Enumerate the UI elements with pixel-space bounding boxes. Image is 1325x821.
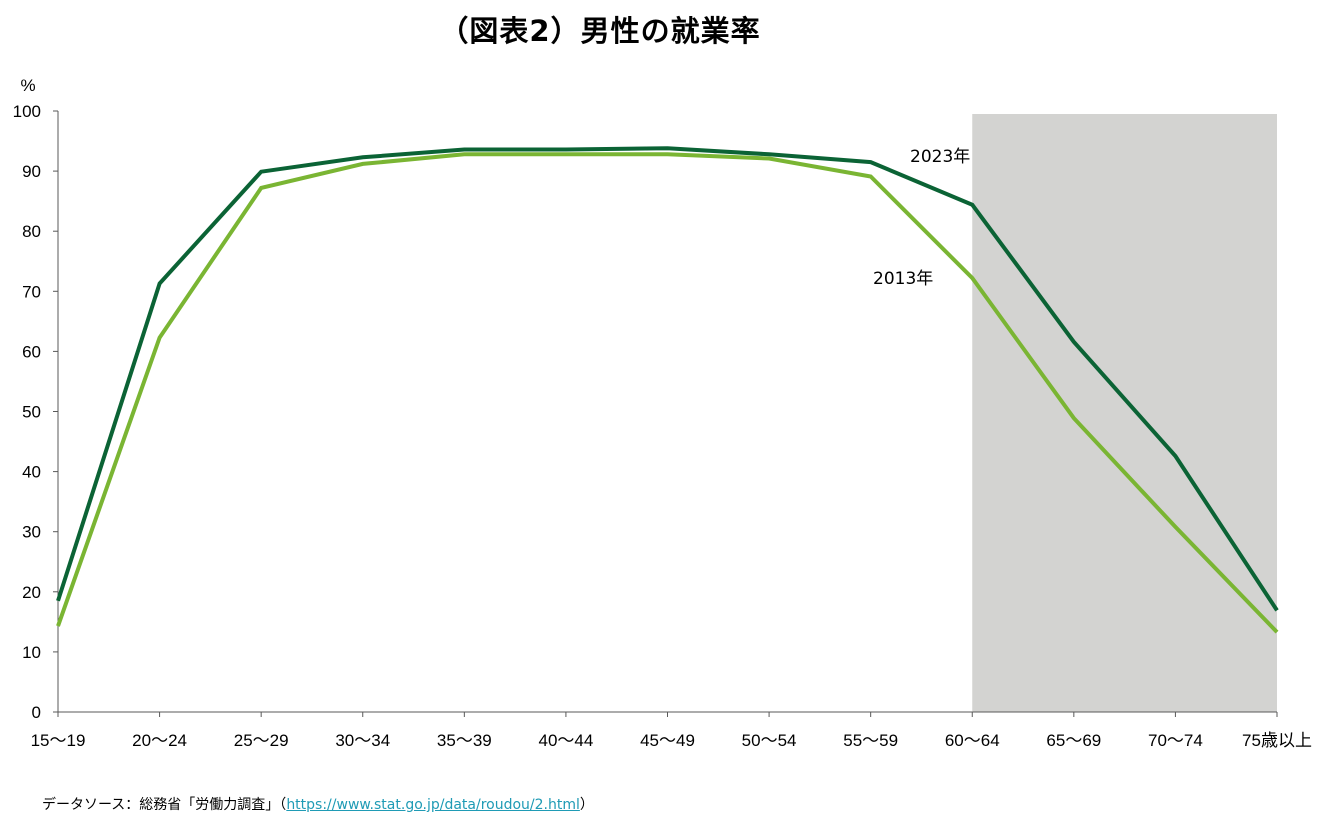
x-tick-label: 20〜24 (132, 731, 187, 750)
series-label-2013: 2013年 (873, 269, 933, 289)
x-tick-label: 40〜44 (539, 731, 594, 750)
y-tick-label: 30 (22, 523, 41, 542)
y-tick-label: 90 (22, 162, 41, 181)
y-tick-label: 40 (22, 463, 41, 482)
x-tick-label: 45〜49 (640, 731, 695, 750)
series-line-2013年 (56, 152, 1279, 634)
labels-layer: 2023年 2013年 (873, 147, 970, 289)
shaded-region-elderly (972, 114, 1277, 712)
series-lines-layer (56, 146, 1279, 634)
source-suffix: ） (579, 797, 594, 813)
x-tick-label: 50〜54 (742, 731, 797, 750)
series-label-2023: 2023年 (910, 147, 970, 167)
y-axis-unit-label: % (20, 76, 35, 95)
y-tick-label: 0 (32, 703, 41, 722)
series-line-2023年 (56, 146, 1279, 612)
x-tick-label: 60〜64 (945, 731, 1000, 750)
source-link[interactable]: https://www.stat.go.jp/data/roudou/2.htm… (286, 797, 580, 813)
y-tick-label: 20 (22, 583, 41, 602)
source-prefix: データソース：総務省「労働力調査」（ (42, 797, 287, 813)
x-tick-label: 75歳以上 (1242, 731, 1312, 750)
y-tick-label: 70 (22, 282, 41, 301)
x-tick-label: 65〜69 (1046, 731, 1101, 750)
x-tick-label: 35〜39 (437, 731, 492, 750)
x-tick-label: 30〜34 (335, 731, 390, 750)
y-tick-label: 50 (22, 403, 41, 422)
y-tick-label: 60 (22, 342, 41, 361)
x-tick-label: 25〜29 (234, 731, 289, 750)
y-tick-label: 10 (22, 643, 41, 662)
x-tick-label: 55〜59 (843, 731, 898, 750)
chart-title: （図表2）男性の就業率 (439, 14, 761, 48)
y-tick-label: 100 (13, 102, 41, 121)
x-tick-label: 70〜74 (1148, 731, 1203, 750)
y-tick-label: 80 (22, 222, 41, 241)
source-note: データソース：総務省「労働力調査」（https://www.stat.go.jp… (42, 794, 594, 814)
shaded-region-layer (972, 114, 1277, 712)
x-tick-label: 15〜19 (31, 731, 86, 750)
axis-layer: 0 10 20 30 40 50 60 70 80 90 100% 15〜19 20〜24 25〜29 30… (13, 76, 1312, 750)
